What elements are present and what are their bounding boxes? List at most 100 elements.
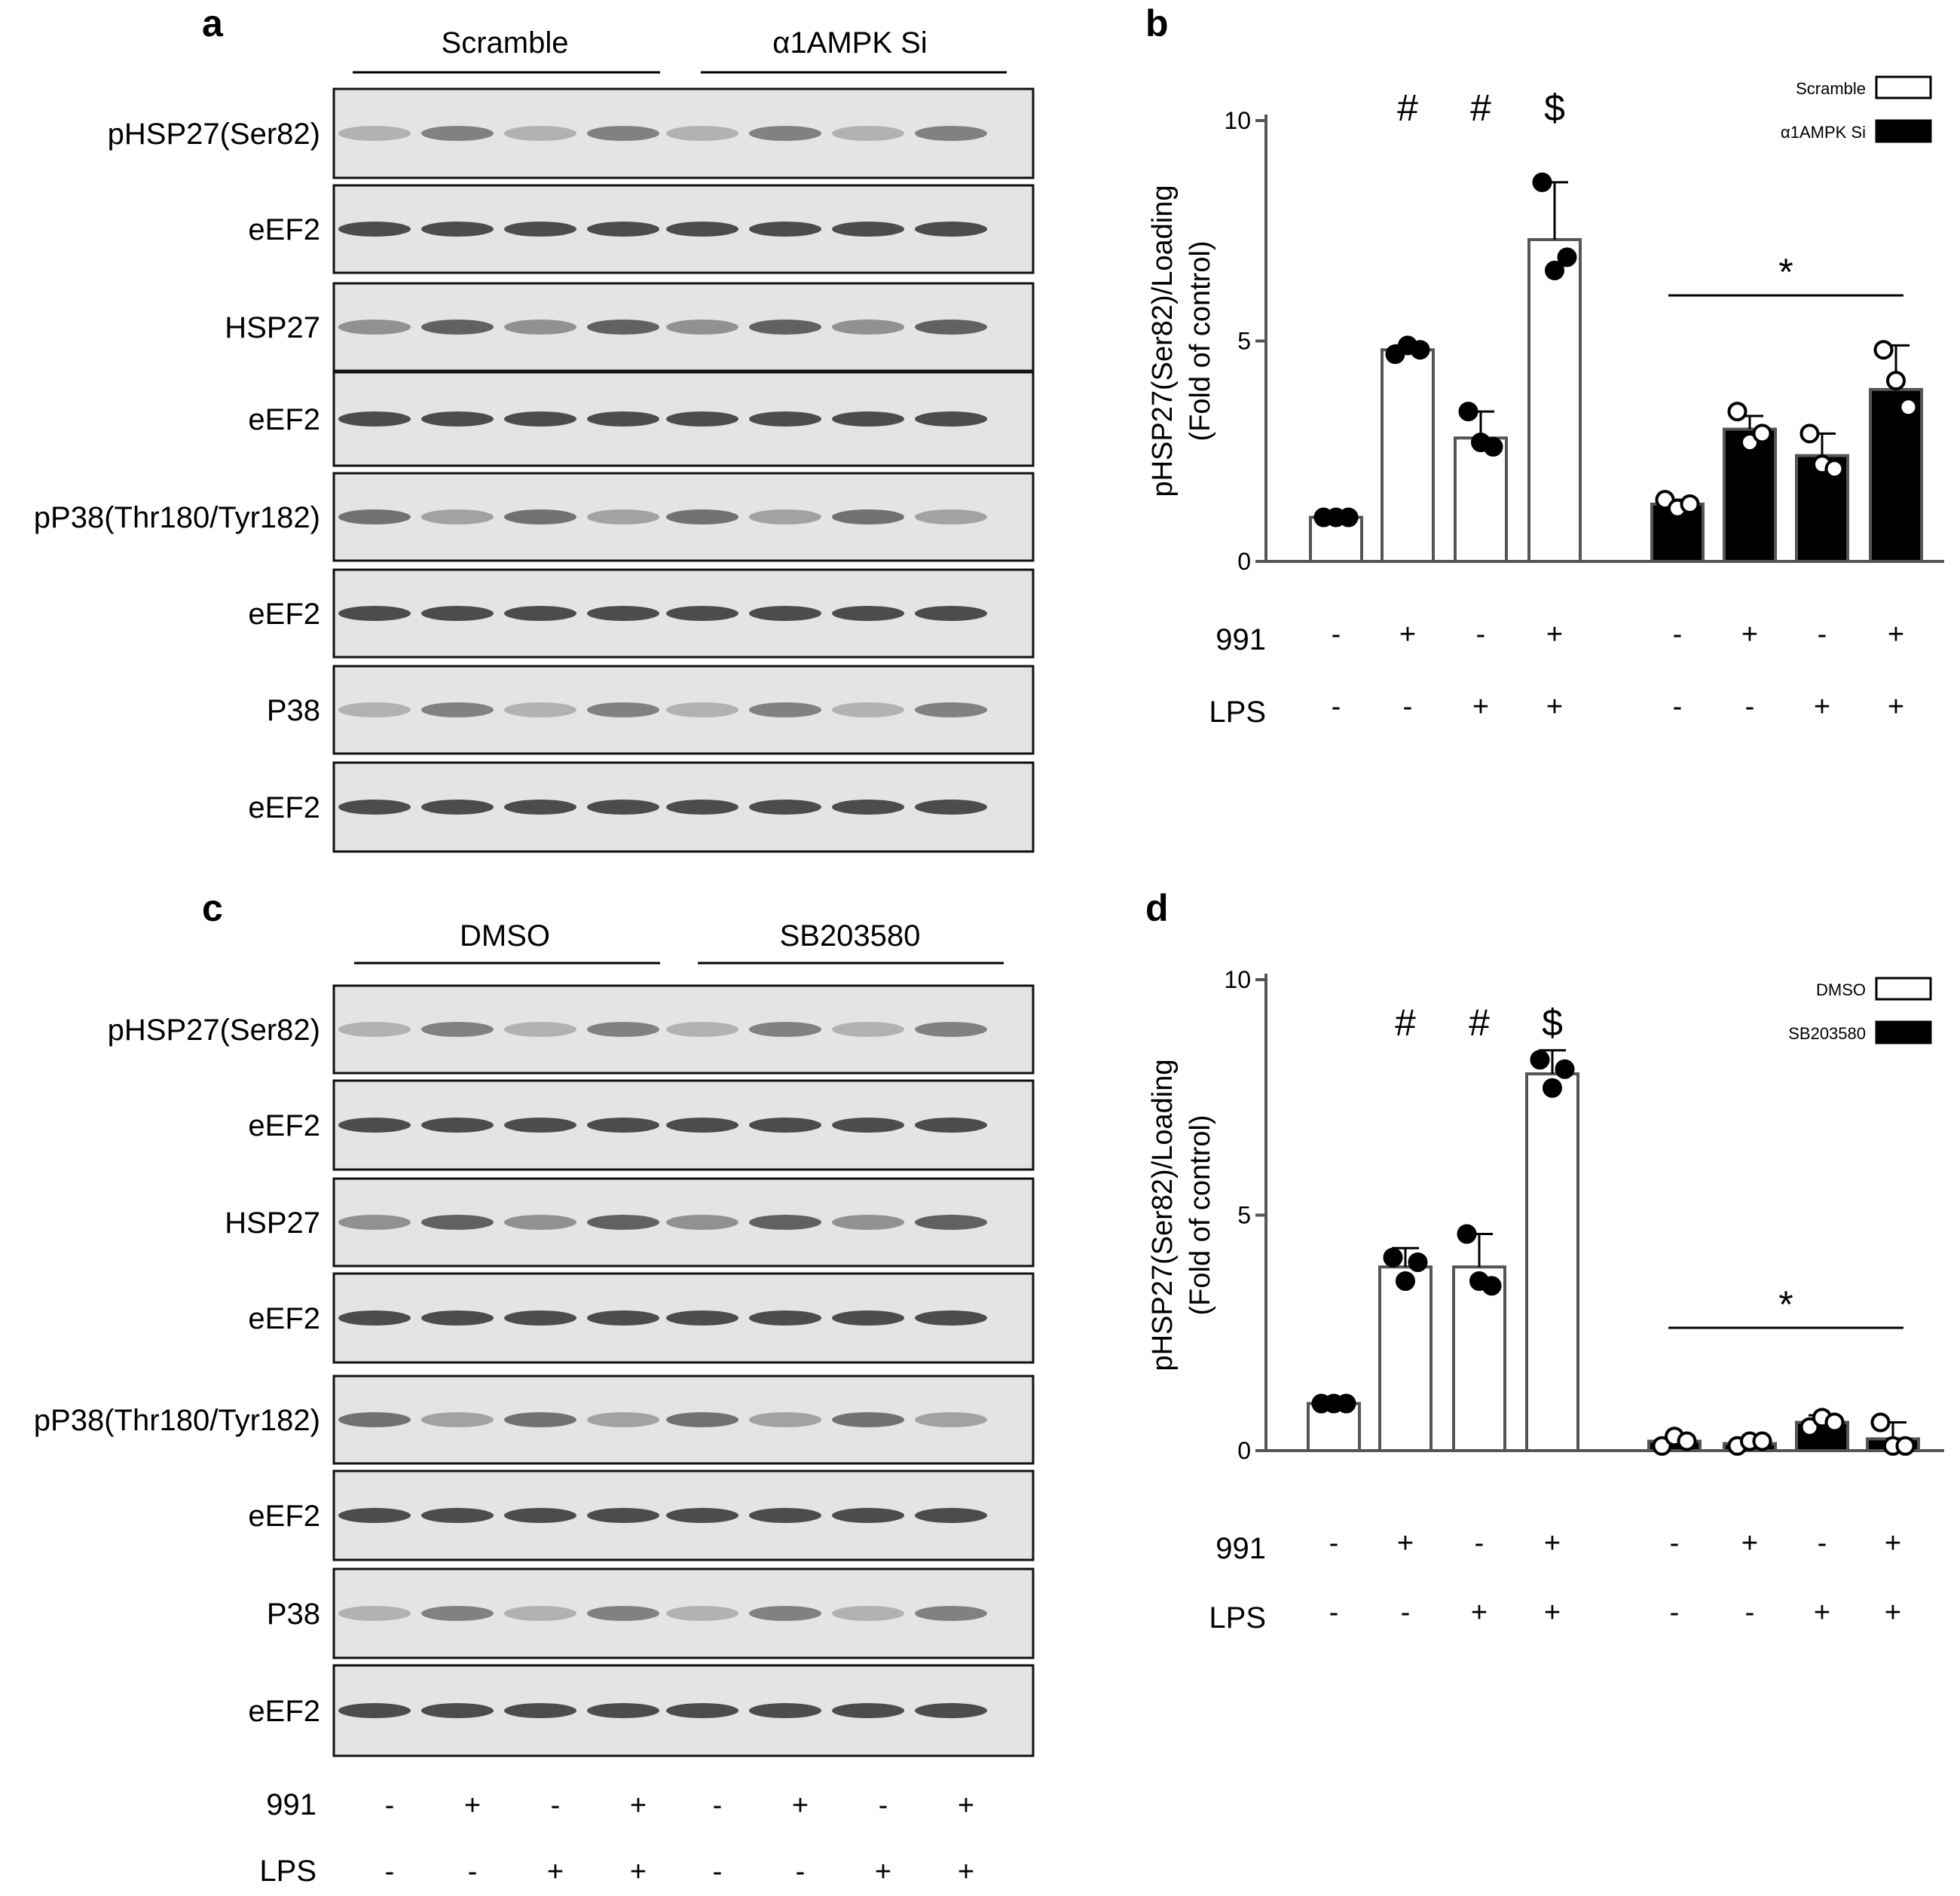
data-point <box>1557 247 1577 268</box>
treatment-sign: - <box>796 1856 806 1888</box>
blot-band <box>832 411 904 427</box>
blot-band <box>338 411 411 427</box>
blot-strip-phsp27-ser82: pHSP27(Ser82) <box>108 984 1035 1075</box>
blot-strip-eef2: eEF2 <box>248 1469 1035 1561</box>
y-axis-label-line2: (Fold of control) <box>1185 240 1216 441</box>
treatment-sign: - <box>1673 691 1683 723</box>
blot-band <box>587 606 659 621</box>
blot-label: HSP27 <box>225 1206 320 1240</box>
group-label-ampk-si: α1AMPK Si <box>772 26 927 60</box>
blot-band <box>666 1508 738 1523</box>
treatment-sign: + <box>1546 619 1563 650</box>
bar-scramble-2 <box>1454 436 1508 564</box>
data-point <box>1824 459 1845 479</box>
blot-strip-p38: P38 <box>267 1567 1035 1659</box>
legend-swatch <box>1875 75 1932 99</box>
treatment-sign: - <box>879 1790 888 1821</box>
treatment-sign: + <box>1888 619 1904 650</box>
blot-label: pP38(Thr180/Tyr182) <box>34 501 320 534</box>
treatment-sign: - <box>1475 1528 1485 1559</box>
treatment-sign: - <box>385 1790 395 1821</box>
blot-band <box>504 800 576 815</box>
blot-strip-eef2: eEF2 <box>248 568 1035 659</box>
blot-band <box>832 1412 904 1427</box>
blot-band <box>504 1508 576 1523</box>
blot-band <box>338 509 411 524</box>
treatment-sign: - <box>1401 1597 1411 1628</box>
treatment-sign: + <box>1546 691 1563 723</box>
treatment-sign: + <box>630 1856 647 1888</box>
blot-band <box>749 1508 821 1523</box>
y-tick-label: 0 <box>1237 548 1251 575</box>
blot-band <box>832 800 904 815</box>
bar-chart-d: 0 5 10 pHSP27(Ser82)/Loading (Fold of contro… <box>1147 966 1944 1635</box>
blot-band <box>915 1412 987 1427</box>
blot-band <box>421 411 494 427</box>
blot-band <box>338 1412 411 1427</box>
blot-band <box>832 222 904 237</box>
blot-band <box>587 411 659 427</box>
blot-band <box>504 1118 576 1133</box>
blot-label: P38 <box>267 1598 320 1631</box>
blot-label: eEF2 <box>248 403 320 436</box>
data-point <box>1873 340 1894 360</box>
blot-band <box>338 1022 411 1037</box>
blot-label: eEF2 <box>248 213 320 246</box>
blot-band <box>666 1606 738 1621</box>
blot-band <box>504 411 576 427</box>
data-point <box>1727 402 1747 422</box>
blot-label: pHSP27(Ser82) <box>108 118 320 151</box>
significance-mark: # <box>1395 1002 1416 1044</box>
data-point <box>1886 371 1906 391</box>
blot-band <box>915 1215 987 1230</box>
blot-band <box>915 1022 987 1037</box>
data-point <box>1338 507 1359 528</box>
blot-band <box>338 1703 411 1718</box>
y-axis-label: pHSP27(Ser82)/Loading <box>1147 185 1179 497</box>
blot-band <box>666 1310 738 1326</box>
data-point <box>1680 494 1700 514</box>
treatment-sign: - <box>1673 619 1683 650</box>
blot-band <box>749 1412 821 1427</box>
data-point <box>1555 1059 1575 1079</box>
data-point <box>1799 424 1820 444</box>
treatment-sign: + <box>958 1856 974 1888</box>
y-tick-label: 5 <box>1237 328 1251 355</box>
treatment-sign: - <box>1476 619 1486 650</box>
treatment-label-lps: LPS <box>1209 696 1266 729</box>
blot-band <box>338 1606 411 1621</box>
blot-strip-eef2: eEF2 <box>248 1079 1035 1171</box>
blot-band <box>504 1703 576 1718</box>
blot-band <box>587 509 659 524</box>
blot-band <box>915 1310 987 1326</box>
significance-mark: # <box>1397 87 1418 129</box>
blot-band <box>587 1412 659 1427</box>
blot-band <box>749 411 821 427</box>
panel-letter-c: c <box>202 887 223 929</box>
blot-strip-eef2: eEF2 <box>248 371 1035 467</box>
treatment-sign: + <box>875 1856 891 1888</box>
blot-strip-pp38-thr180-tyr182: pP38(Thr180/Tyr182) <box>34 1375 1035 1465</box>
blot-band <box>587 1022 659 1037</box>
treatment-sign: - <box>1403 691 1413 723</box>
blot-membrane <box>332 984 1035 1075</box>
blot-strip-hsp27: HSP27 <box>225 282 1035 372</box>
blot-band <box>749 1703 821 1718</box>
blot-band <box>504 126 576 141</box>
blot-band <box>504 1606 576 1621</box>
data-point <box>1752 1431 1772 1451</box>
blot-band <box>587 1703 659 1718</box>
blot-band <box>666 800 738 815</box>
bar-dmso-2 <box>1452 1265 1506 1452</box>
y-tick-label: 10 <box>1224 966 1251 993</box>
blot-band <box>666 411 738 427</box>
panel-letter-a: a <box>202 2 224 44</box>
legend-label-1ampk-si: α1AMPK Si <box>1781 123 1866 142</box>
blot-band <box>338 1508 411 1523</box>
blot-band <box>832 1703 904 1718</box>
blot-band <box>338 1118 411 1133</box>
blot-band <box>421 1412 494 1427</box>
treatment-sign: + <box>1397 1528 1414 1559</box>
data-point <box>1530 1050 1550 1070</box>
